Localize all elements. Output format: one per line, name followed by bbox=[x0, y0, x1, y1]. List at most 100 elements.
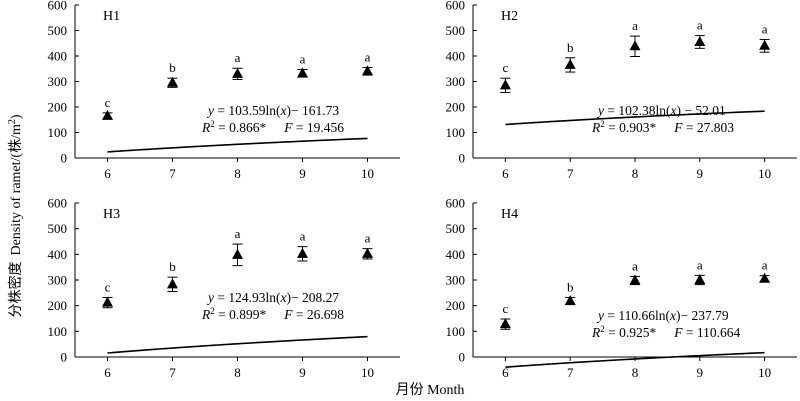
data-point bbox=[499, 79, 511, 90]
x-tick-label: 7 bbox=[169, 166, 176, 181]
x-tick-label: 6 bbox=[104, 166, 111, 181]
significance-letter: a bbox=[632, 258, 638, 273]
data-point bbox=[499, 318, 511, 329]
data-point bbox=[232, 248, 243, 259]
panel-h4: 0 100 200 300 400 500 600 6 7 8 9 10 H4 c b a a a y = 110.… bbox=[446, 196, 797, 380]
fit-equation: y = 103.59ln(x)− 161.73 bbox=[206, 103, 339, 118]
fit-statistics: R2 = 0.925* F = 110.664 bbox=[591, 324, 740, 340]
x-tick-label: 10 bbox=[361, 365, 374, 380]
x-tick-label: 9 bbox=[299, 365, 306, 380]
x-tick-label: 6 bbox=[502, 166, 509, 181]
significance-letter: b bbox=[169, 60, 176, 75]
significance-letter: a bbox=[632, 18, 638, 33]
y-tick-label: 500 bbox=[48, 221, 68, 236]
y-tick-label: 600 bbox=[48, 196, 68, 211]
y-tick-label: 100 bbox=[48, 324, 68, 339]
significance-letter: a bbox=[365, 231, 371, 246]
y-tick-label: 300 bbox=[446, 74, 466, 89]
x-tick-label: 6 bbox=[104, 365, 111, 380]
significance-letter: b bbox=[567, 279, 574, 294]
significance-letter: a bbox=[697, 257, 703, 272]
y-tick-label: 100 bbox=[48, 125, 68, 140]
y-tick-label: 500 bbox=[48, 23, 68, 38]
data-point bbox=[759, 272, 771, 283]
fit-curve bbox=[107, 335, 368, 354]
data-point bbox=[694, 35, 706, 46]
significance-letter: a bbox=[300, 229, 306, 244]
fit-curve bbox=[505, 110, 765, 126]
x-tick-label: 9 bbox=[299, 166, 306, 181]
x-tick-label: 10 bbox=[758, 166, 771, 181]
data-point bbox=[362, 65, 373, 76]
x-axis-title: 月份 Month bbox=[396, 382, 465, 398]
significance-letter: b bbox=[567, 40, 574, 55]
data-point bbox=[167, 76, 178, 87]
significance-letter: a bbox=[235, 50, 241, 65]
y-tick-label: 100 bbox=[446, 324, 466, 339]
data-point bbox=[629, 274, 641, 285]
y-tick-label: 200 bbox=[446, 298, 466, 313]
panel-label: H3 bbox=[103, 207, 120, 222]
panel-label: H1 bbox=[103, 9, 120, 24]
data-point bbox=[759, 39, 771, 50]
data-point bbox=[629, 40, 641, 51]
data-point bbox=[297, 247, 308, 258]
fit-equation: y = 102.38ln(x) − 52.01 bbox=[596, 103, 726, 118]
y-tick-label: 600 bbox=[446, 196, 466, 211]
y-axis-title: 分株密度 Density of ramet/(株/m2) bbox=[7, 114, 24, 317]
y-tick-label: 500 bbox=[446, 23, 466, 38]
x-tick-label: 9 bbox=[697, 365, 704, 380]
significance-letter: a bbox=[300, 52, 306, 67]
significance-letter: a bbox=[697, 18, 703, 33]
y-tick-label: 200 bbox=[48, 298, 68, 313]
y-tick-label: 0 bbox=[459, 151, 466, 166]
panel-label: H2 bbox=[501, 9, 518, 24]
data-point bbox=[232, 67, 243, 78]
y-tick-label: 300 bbox=[48, 74, 68, 89]
y-axis-title-cn: 分株密度 bbox=[7, 262, 24, 318]
y-tick-label: 200 bbox=[446, 100, 466, 115]
x-tick-label: 10 bbox=[758, 365, 771, 380]
panel-label: H4 bbox=[501, 207, 518, 222]
data-point bbox=[102, 296, 113, 307]
data-point bbox=[564, 58, 576, 69]
y-tick-label: 400 bbox=[48, 49, 68, 64]
y-axis-title-close: ) bbox=[9, 114, 24, 119]
y-tick-label: 0 bbox=[61, 350, 68, 365]
significance-letter: c bbox=[503, 60, 509, 75]
significance-letter: c bbox=[503, 301, 509, 316]
fit-curve bbox=[505, 351, 765, 368]
y-tick-label: 100 bbox=[446, 125, 466, 140]
data-point bbox=[564, 295, 576, 306]
y-tick-label: 300 bbox=[446, 273, 466, 288]
fit-curve bbox=[107, 137, 368, 153]
y-axis-title-sup: 2 bbox=[7, 119, 18, 124]
x-tick-label: 8 bbox=[632, 365, 639, 380]
data-point bbox=[362, 247, 373, 258]
x-tick-label: 9 bbox=[697, 166, 704, 181]
significance-letter: a bbox=[235, 226, 241, 241]
y-tick-label: 600 bbox=[48, 0, 68, 13]
data-point bbox=[167, 278, 178, 289]
data-point bbox=[297, 67, 308, 78]
significance-letter: b bbox=[169, 259, 176, 274]
x-tick-label: 7 bbox=[169, 365, 176, 380]
fit-equation: y = 124.93ln(x)− 208.27 bbox=[206, 290, 339, 305]
significance-letter: a bbox=[365, 49, 371, 64]
y-tick-label: 500 bbox=[446, 221, 466, 236]
data-point bbox=[102, 109, 113, 120]
fit-statistics: R2 = 0.899* F = 26.698 bbox=[201, 306, 344, 322]
panel-h2: 0 100 200 300 400 500 600 6 7 8 9 10 H2 c b a a a y = 102.… bbox=[446, 0, 797, 181]
x-tick-label: 8 bbox=[234, 365, 241, 380]
y-tick-label: 200 bbox=[48, 100, 68, 115]
significance-letter: c bbox=[105, 279, 111, 294]
fit-statistics: R2 = 0.866* F = 19.456 bbox=[201, 119, 344, 135]
fit-statistics: R2 = 0.903* F = 27.803 bbox=[591, 119, 734, 135]
panel-h3: 0 100 200 300 400 500 600 6 7 8 9 10 H3 c b a a a y = 124.… bbox=[48, 196, 400, 380]
x-tick-label: 8 bbox=[234, 166, 241, 181]
significance-letter: a bbox=[762, 258, 768, 273]
x-tick-label: 7 bbox=[567, 365, 574, 380]
y-tick-label: 0 bbox=[61, 151, 68, 166]
y-tick-label: 600 bbox=[446, 0, 466, 13]
